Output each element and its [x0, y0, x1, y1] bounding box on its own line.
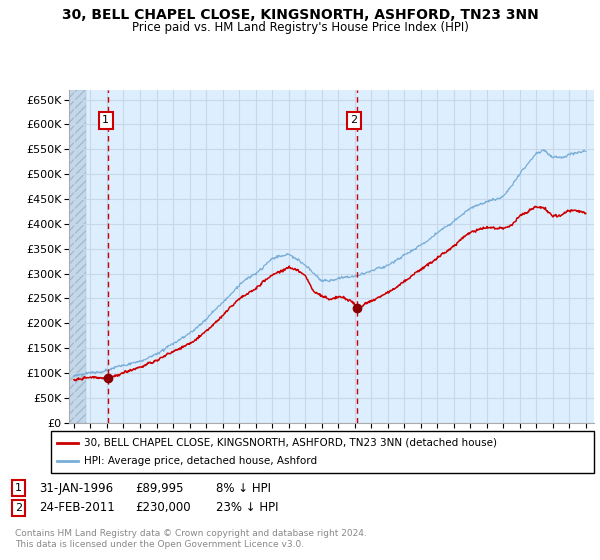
Text: 1: 1 [15, 483, 22, 493]
Text: 30, BELL CHAPEL CLOSE, KINGSNORTH, ASHFORD, TN23 3NN (detached house): 30, BELL CHAPEL CLOSE, KINGSNORTH, ASHFO… [84, 438, 497, 448]
Text: Contains HM Land Registry data © Crown copyright and database right 2024.
This d: Contains HM Land Registry data © Crown c… [15, 529, 367, 549]
Text: 2: 2 [350, 115, 358, 125]
Text: £230,000: £230,000 [135, 501, 191, 515]
Text: £89,995: £89,995 [135, 482, 184, 495]
Text: 1: 1 [103, 115, 109, 125]
Text: 30, BELL CHAPEL CLOSE, KINGSNORTH, ASHFORD, TN23 3NN: 30, BELL CHAPEL CLOSE, KINGSNORTH, ASHFO… [62, 8, 538, 22]
Bar [69, 90, 86, 423]
Text: 2: 2 [15, 503, 22, 513]
Text: 23% ↓ HPI: 23% ↓ HPI [216, 501, 278, 515]
Text: 8% ↓ HPI: 8% ↓ HPI [216, 482, 271, 495]
Text: HPI: Average price, detached house, Ashford: HPI: Average price, detached house, Ashf… [84, 456, 317, 466]
Text: 31-JAN-1996: 31-JAN-1996 [39, 482, 113, 495]
Bar [69, 90, 86, 423]
Text: Price paid vs. HM Land Registry's House Price Index (HPI): Price paid vs. HM Land Registry's House … [131, 21, 469, 34]
Text: 24-FEB-2011: 24-FEB-2011 [39, 501, 115, 515]
